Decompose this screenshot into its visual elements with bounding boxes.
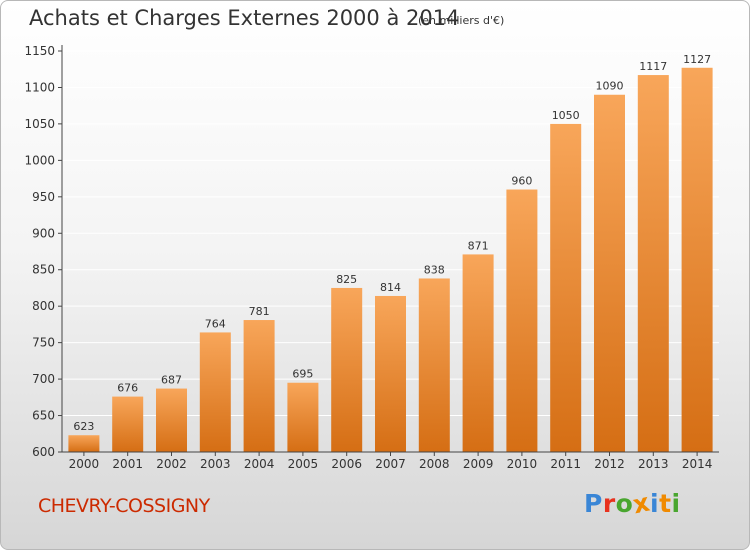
bar-2012 — [594, 94, 625, 452]
bar-2006 — [331, 287, 363, 452]
data-label-2008: 838 — [424, 263, 445, 276]
y-tick-label: 650 — [32, 409, 55, 423]
data-label-2001: 676 — [117, 382, 138, 395]
bar-2002 — [156, 388, 187, 452]
x-tick-label-2007: 2007 — [375, 457, 406, 471]
logo-letter: r — [602, 489, 616, 518]
data-label-2010: 960 — [511, 175, 532, 188]
y-tick-label: 850 — [32, 263, 55, 277]
chart-title: Achats et Charges Externes 2000 à 2014 — [29, 6, 460, 30]
data-label-2004: 781 — [249, 305, 270, 318]
x-tick-label-2006: 2006 — [331, 457, 362, 471]
data-label-2009: 871 — [468, 239, 489, 252]
bar-2007 — [375, 295, 406, 452]
y-tick-label: 1150 — [24, 44, 55, 58]
bars — [68, 67, 713, 452]
x-tick-label-2012: 2012 — [594, 457, 625, 471]
bar-2000 — [68, 435, 100, 452]
bar-2001 — [112, 396, 144, 452]
data-label-2006: 825 — [336, 273, 357, 286]
logo-letter: o — [615, 489, 634, 518]
x-tick-label-2009: 2009 — [463, 457, 494, 471]
data-label-2002: 687 — [161, 374, 182, 387]
x-tick-label-2010: 2010 — [507, 457, 538, 471]
commune-name: CHEVRY-COSSIGNY — [38, 495, 210, 517]
bar-2010 — [506, 189, 538, 452]
bar-2008 — [418, 278, 450, 452]
logo-letter: t — [659, 489, 672, 518]
logo-letter: P — [584, 489, 603, 518]
y-tick-label: 900 — [32, 226, 55, 240]
y-tick-label: 1000 — [24, 153, 55, 167]
y-tick-label: 1050 — [24, 117, 55, 131]
y-tick-label: 1100 — [24, 80, 55, 94]
x-tick-label-2014: 2014 — [682, 457, 713, 471]
x-tick-label-2002: 2002 — [156, 457, 187, 471]
data-label-2013: 1117 — [639, 60, 667, 73]
logo-letter: i — [671, 489, 681, 518]
chart-unit: (en milliers d'€) — [418, 14, 505, 27]
bar-2005 — [287, 382, 319, 452]
data-label-2007: 814 — [380, 281, 401, 294]
data-label-2003: 764 — [205, 317, 226, 330]
bar-2004 — [243, 320, 275, 452]
y-tick-label: 600 — [32, 445, 55, 459]
x-tick-label-2005: 2005 — [288, 457, 319, 471]
x-tick-label-2013: 2013 — [638, 457, 669, 471]
bar-2009 — [462, 254, 494, 452]
data-label-2011: 1050 — [552, 109, 580, 122]
y-tick-label: 750 — [32, 336, 55, 350]
x-tick-label-2003: 2003 — [200, 457, 231, 471]
y-tick-label: 800 — [32, 299, 55, 313]
y-tick-label: 950 — [32, 190, 55, 204]
bar-2013 — [637, 75, 669, 452]
axes — [58, 45, 719, 456]
x-tick-label-2008: 2008 — [419, 457, 450, 471]
labels: 600 650 700 750 800 850 900 950 1000 1050 1100 1150… — [24, 44, 712, 471]
x-tick-label-2000: 2000 — [69, 457, 100, 471]
proxiti-logo: Proxiti — [584, 488, 681, 520]
data-label-2005: 695 — [292, 368, 313, 381]
data-label-2000: 623 — [73, 420, 94, 433]
x-tick-label-2004: 2004 — [244, 457, 275, 471]
logo-letter: i — [650, 489, 660, 518]
bar-2014 — [681, 67, 713, 452]
y-tick-label: 700 — [32, 372, 55, 386]
data-label-2014: 1127 — [683, 53, 711, 66]
x-tick-label-2011: 2011 — [550, 457, 581, 471]
bar-2003 — [199, 332, 231, 452]
x-tick-label-2001: 2001 — [112, 457, 143, 471]
bar-2011 — [550, 123, 582, 452]
data-label-2012: 1090 — [596, 80, 624, 93]
